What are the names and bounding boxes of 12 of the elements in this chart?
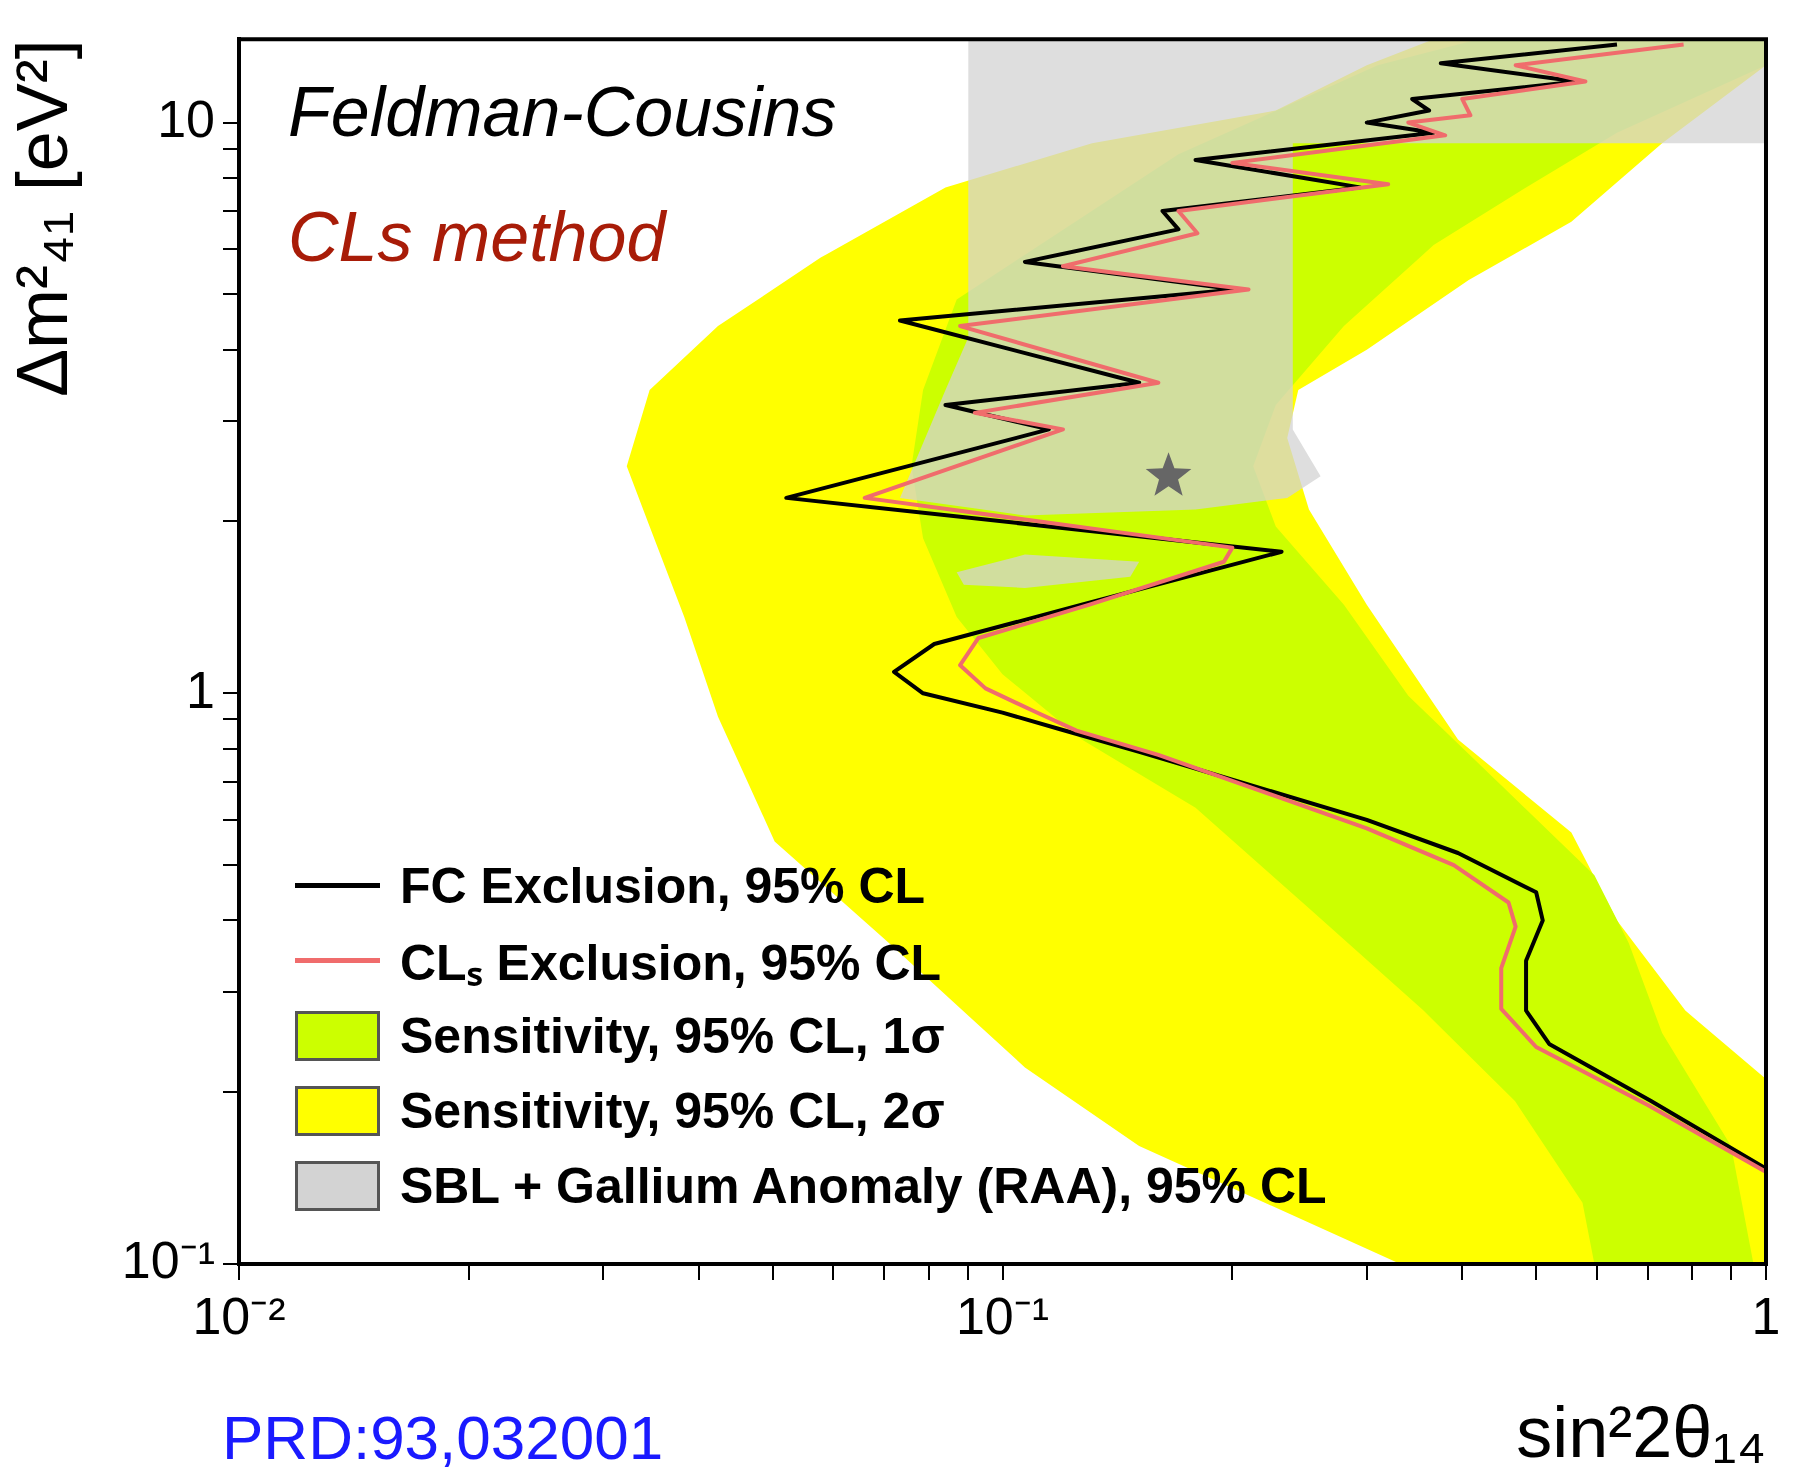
legend-label: Sensitivity, 95% CL, 1σ [400, 1006, 945, 1065]
annotation: CLs method [288, 197, 666, 277]
legend-label: Sensitivity, 95% CL, 2σ [400, 1081, 945, 1140]
x-tick-label: 1 [1751, 1286, 1781, 1345]
x-tick-label: 10⁻¹ [955, 1286, 1050, 1345]
y-tick-label: 10 [157, 89, 215, 148]
y-tick-label: 1 [186, 660, 215, 719]
legend-label: SBL + Gallium Anomaly (RAA), 95% CL [400, 1156, 1327, 1215]
x-axis-title: sin²2θ₁₄ [1516, 1391, 1766, 1472]
y-axis-title: Δm²₄₁ [eV²] [2, 39, 83, 397]
annotation: Feldman-Cousins [288, 72, 837, 152]
text: PRD:93,032001 [222, 1402, 664, 1473]
